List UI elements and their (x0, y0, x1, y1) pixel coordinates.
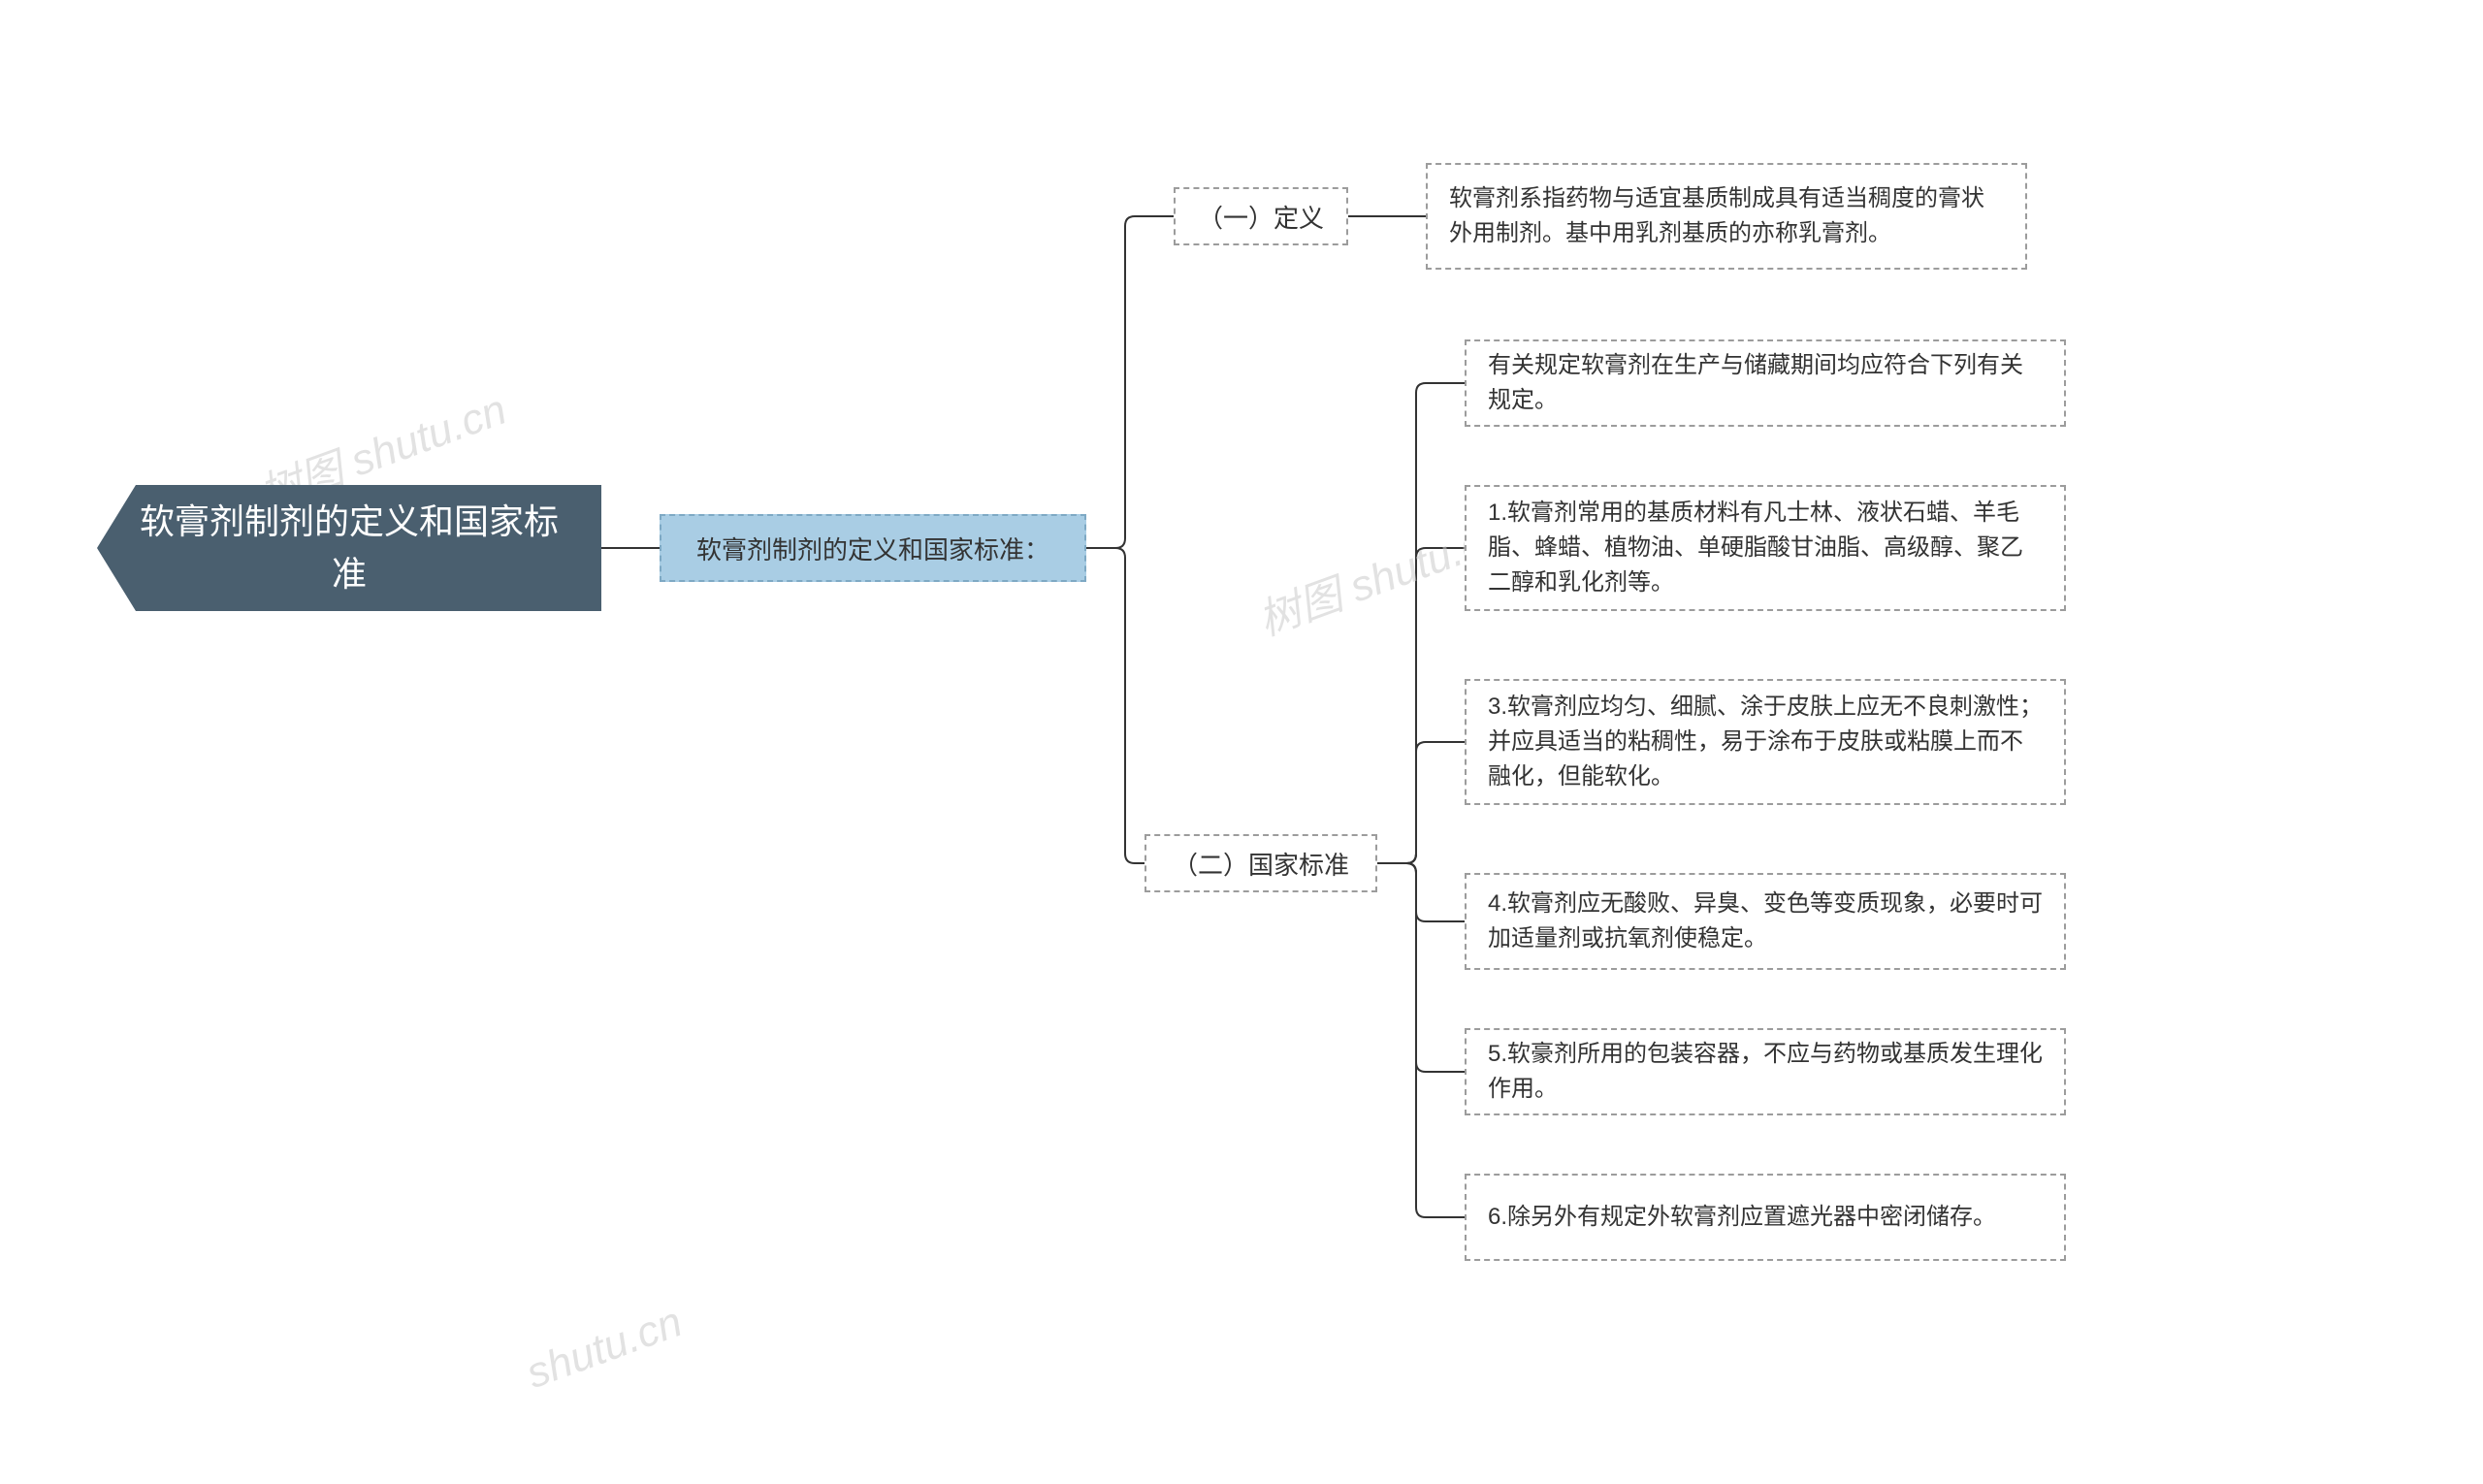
branch-standard[interactable]: （二）国家标准 (1145, 834, 1377, 892)
leaf-standard-2[interactable]: 3.软膏剂应均匀、细腻、涂于皮肤上应无不良刺激性；并应具适当的粘稠性，易于涂布于… (1465, 679, 2066, 805)
leaf-standard-5[interactable]: 6.除另外有规定外软膏剂应置遮光器中密闭储存。 (1465, 1174, 2066, 1261)
leaf-standard-4[interactable]: 5.软豪剂所用的包装容器，不应与药物或基质发生理化作用。 (1465, 1028, 2066, 1115)
leaf-standard-0[interactable]: 有关规定软膏剂在生产与储藏期间均应符合下列有关规定。 (1465, 339, 2066, 427)
mindmap-canvas: 树图 shutu.cn 树图 shutu.cn shutu.cn 软膏剂制剂的定… (0, 0, 2483, 1484)
leaf-standard-3[interactable]: 4.软膏剂应无酸败、异臭、变色等变质现象，必要时可加适量剂或抗氧剂使稳定。 (1465, 873, 2066, 970)
subtitle-node[interactable]: 软膏剂制剂的定义和国家标准： (660, 514, 1086, 582)
branch-definition[interactable]: （一）定义 (1174, 187, 1348, 245)
watermark: shutu.cn (520, 1298, 688, 1399)
leaf-standard-1[interactable]: 1.软膏剂常用的基质材料有凡士林、液状石蜡、羊毛脂、蜂蜡、植物油、单硬脂酸甘油脂… (1465, 485, 2066, 611)
leaf-definition-1[interactable]: 软膏剂系指药物与适宜基质制成具有适当稠度的膏状外用制剂。基中用乳剂基质的亦称乳膏… (1426, 163, 2027, 270)
root-node[interactable]: 软膏剂制剂的定义和国家标准 (97, 485, 601, 611)
